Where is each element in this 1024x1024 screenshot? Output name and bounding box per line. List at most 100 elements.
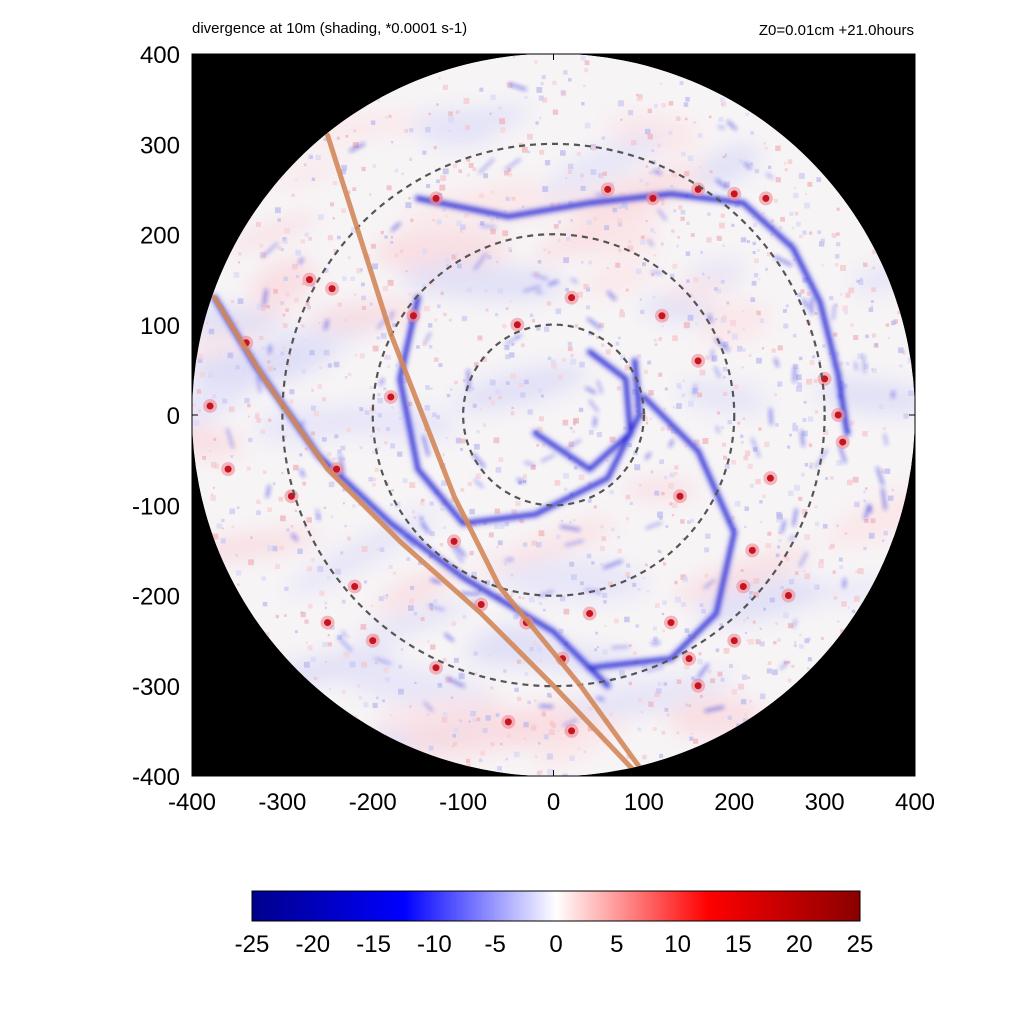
- speckle: [620, 118, 623, 121]
- speckle: [221, 527, 224, 530]
- speckle: [803, 569, 806, 573]
- speckle: [261, 576, 266, 581]
- speckle: [352, 504, 356, 508]
- divergence-spot: [730, 190, 738, 198]
- convergence-streak: [769, 408, 773, 425]
- speckle: [557, 374, 564, 380]
- speckle: [829, 295, 834, 301]
- speckle: [539, 416, 544, 422]
- convergence-streak: [473, 478, 484, 489]
- speckle: [882, 539, 885, 542]
- speckle: [524, 95, 528, 99]
- speckle: [523, 737, 527, 740]
- speckle: [277, 218, 281, 222]
- speckle: [563, 608, 570, 615]
- speckle: [546, 692, 552, 698]
- speckle: [218, 351, 221, 354]
- speckle: [441, 716, 448, 723]
- speckle: [310, 656, 316, 662]
- speckle: [645, 128, 651, 135]
- convergence-streak: [726, 120, 737, 131]
- speckle: [441, 480, 447, 486]
- speckle: [674, 580, 678, 585]
- speckle: [583, 750, 587, 754]
- speckle: [676, 382, 682, 388]
- speckle: [516, 659, 522, 664]
- speckle: [462, 379, 466, 382]
- speckle: [387, 365, 390, 369]
- speckle: [640, 239, 645, 245]
- speckle: [282, 313, 286, 317]
- speckle: [453, 728, 458, 733]
- speckle: [681, 393, 686, 398]
- speckle: [422, 248, 428, 254]
- speckle: [809, 444, 813, 448]
- speckle: [505, 196, 510, 201]
- speckle: [429, 501, 434, 506]
- speckle: [377, 427, 381, 431]
- colorbar-tick-label: 25: [847, 931, 874, 958]
- speckle: [472, 167, 477, 172]
- speckle: [306, 566, 313, 572]
- speckle: [380, 332, 387, 339]
- speckle: [593, 505, 597, 509]
- convergence-streak: [876, 467, 884, 486]
- speckle: [479, 193, 484, 198]
- speckle: [409, 705, 412, 708]
- speckle: [390, 241, 394, 244]
- speckle: [409, 128, 414, 133]
- speckle: [538, 742, 541, 745]
- speckle: [639, 298, 642, 301]
- speckle: [307, 645, 313, 651]
- speckle: [410, 585, 415, 590]
- speckle: [759, 318, 765, 323]
- speckle: [646, 590, 650, 593]
- speckle: [583, 283, 589, 290]
- speckle: [394, 253, 399, 258]
- speckle: [605, 349, 611, 355]
- colorbar: [251, 890, 861, 922]
- speckle: [685, 251, 691, 256]
- speckle: [648, 171, 653, 175]
- speckle: [285, 308, 289, 312]
- band-outer-rainband: [416, 192, 849, 435]
- speckle: [734, 384, 739, 389]
- speckle: [455, 437, 462, 444]
- speckle: [814, 585, 818, 588]
- speckle: [798, 356, 803, 361]
- convergence-streak: [504, 558, 513, 562]
- convergence-streak: [473, 252, 488, 271]
- speckle: [390, 714, 393, 717]
- speckle: [721, 103, 724, 106]
- speckle: [726, 301, 730, 305]
- speckle: [490, 400, 495, 406]
- speckle: [513, 614, 519, 620]
- speckle: [208, 372, 214, 379]
- speckle: [235, 554, 238, 557]
- speckle: [476, 717, 481, 722]
- speckle: [643, 369, 648, 374]
- speckle: [746, 240, 750, 244]
- speckle: [332, 457, 336, 461]
- speckle: [408, 157, 413, 161]
- speckle: [466, 287, 472, 293]
- speckle: [562, 773, 568, 777]
- speckle: [506, 381, 510, 385]
- speckle: [855, 570, 859, 574]
- convergence-streak: [430, 578, 442, 584]
- speckle: [822, 523, 828, 529]
- speckle: [235, 320, 240, 325]
- speckle: [394, 168, 399, 173]
- speckle: [330, 515, 333, 519]
- speckle: [376, 696, 379, 700]
- speckle: [778, 531, 781, 534]
- speckle: [798, 496, 803, 501]
- speckle: [290, 524, 294, 528]
- speckle: [295, 178, 298, 181]
- speckle: [601, 536, 607, 541]
- speckle: [731, 223, 735, 227]
- speckle: [546, 301, 552, 306]
- convergence-streak: [299, 469, 305, 478]
- speckle: [333, 249, 338, 254]
